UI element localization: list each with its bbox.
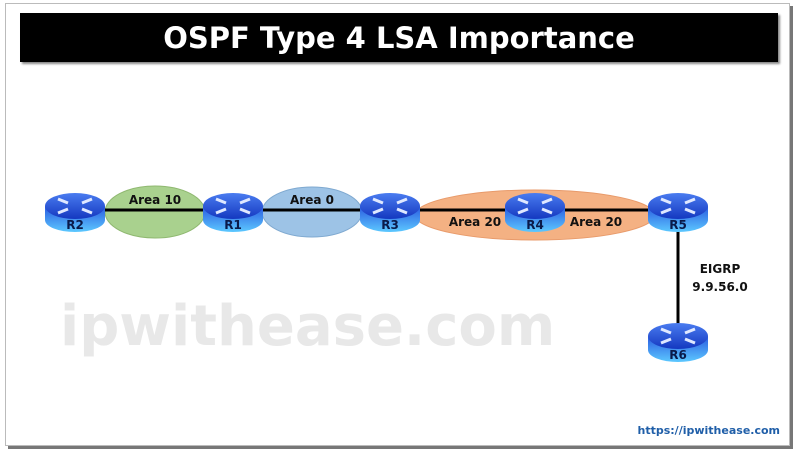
eigrp-network: 9.9.56.0: [692, 280, 747, 294]
area-10-label: Area 10: [129, 193, 181, 207]
router-r2[interactable]: R2: [43, 191, 107, 234]
svg-text:R3: R3: [381, 218, 399, 232]
area-20-right-label: Area 20: [570, 215, 622, 229]
title-bar: OSPF Type 4 LSA Importance: [20, 13, 778, 62]
router-r3[interactable]: R3: [358, 191, 422, 234]
eigrp-label: EIGRP: [700, 262, 741, 276]
page-title: OSPF Type 4 LSA Importance: [163, 20, 635, 55]
router-r1[interactable]: R1: [201, 191, 265, 234]
router-r5[interactable]: R5: [646, 191, 710, 234]
svg-text:R5: R5: [669, 218, 687, 232]
svg-text:R4: R4: [526, 218, 544, 232]
svg-text:R6: R6: [669, 348, 687, 362]
website-link[interactable]: https://ipwithease.com: [637, 424, 780, 437]
router-r4[interactable]: R4: [503, 191, 567, 234]
svg-text:R1: R1: [224, 218, 242, 232]
area-0-label: Area 0: [290, 193, 334, 207]
watermark: ipwithease.com: [60, 294, 555, 359]
area-20-left-label: Area 20: [449, 215, 501, 229]
router-r6[interactable]: R6: [646, 321, 710, 364]
svg-text:R2: R2: [66, 218, 84, 232]
